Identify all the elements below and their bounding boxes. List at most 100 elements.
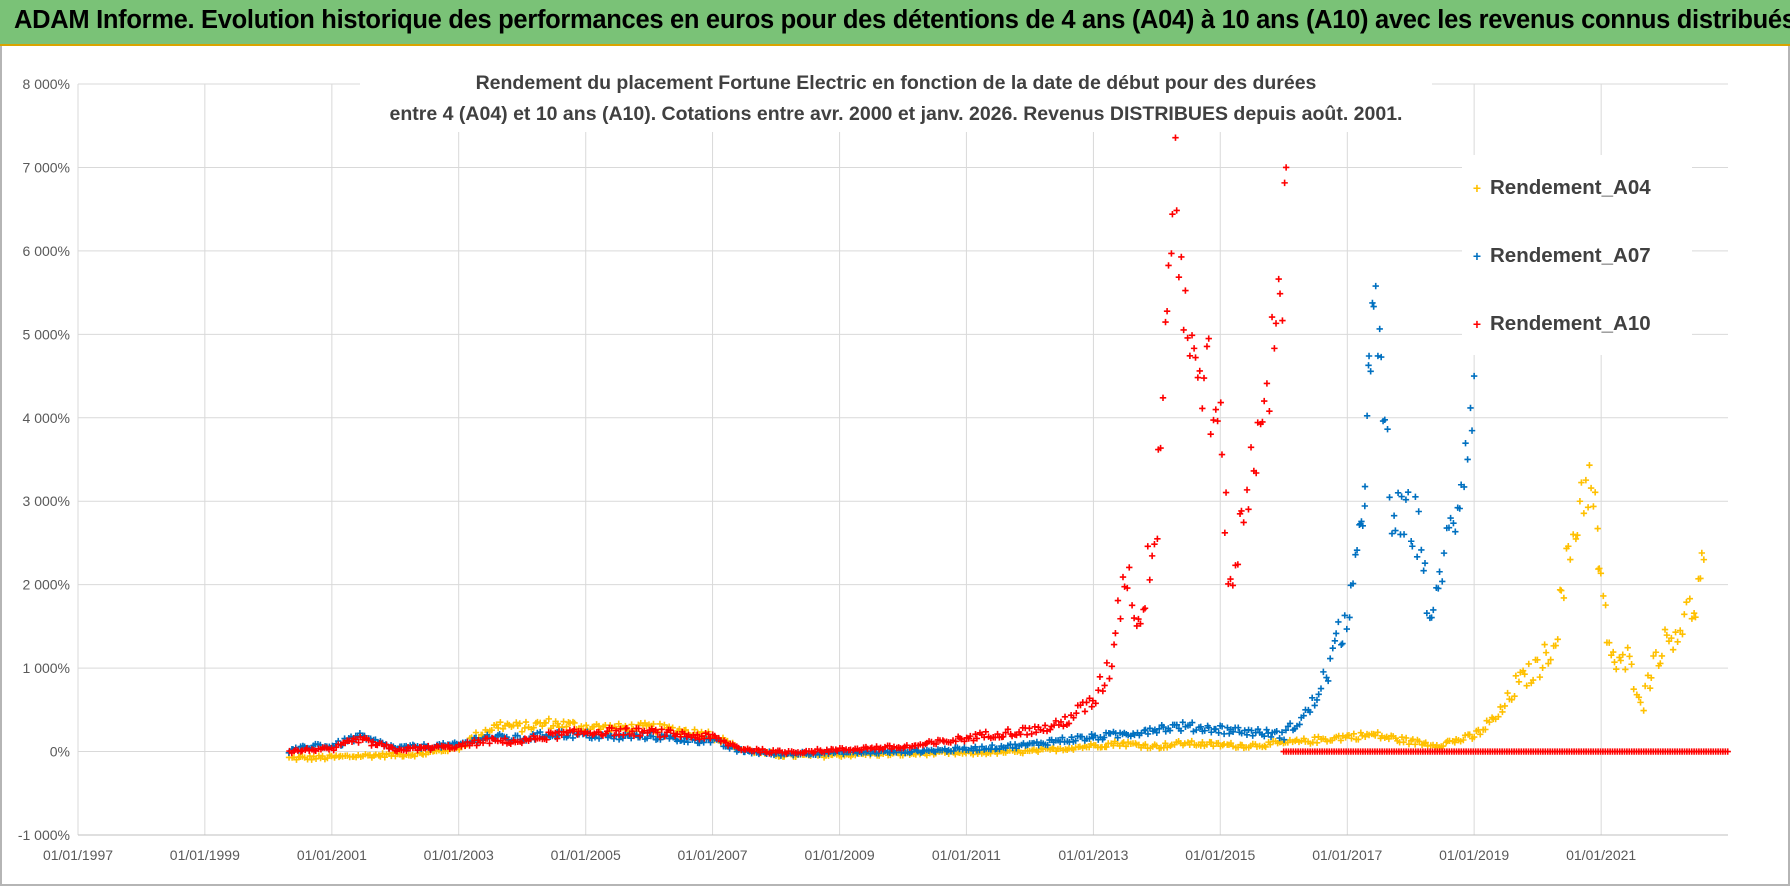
data-point bbox=[552, 729, 559, 737]
data-point bbox=[425, 742, 432, 750]
data-point bbox=[574, 731, 581, 738]
data-point bbox=[1248, 727, 1255, 734]
data-point bbox=[1626, 653, 1633, 660]
data-point bbox=[1384, 425, 1391, 433]
data-point bbox=[1188, 719, 1196, 726]
data-point bbox=[667, 726, 674, 734]
data-point bbox=[913, 746, 920, 754]
data-point bbox=[1587, 484, 1595, 492]
data-point bbox=[1215, 729, 1222, 736]
data-point bbox=[1467, 404, 1474, 412]
data-point bbox=[970, 737, 977, 744]
data-point bbox=[1343, 625, 1350, 633]
data-point bbox=[608, 724, 615, 732]
data-point bbox=[1162, 740, 1169, 747]
data-point bbox=[628, 727, 636, 735]
data-point bbox=[682, 726, 690, 734]
data-point bbox=[1567, 556, 1574, 563]
series-rendement-a04 bbox=[285, 462, 1708, 763]
data-point bbox=[1263, 726, 1270, 733]
data-point bbox=[1416, 738, 1423, 745]
data-point bbox=[1180, 326, 1187, 334]
data-point bbox=[1156, 725, 1163, 733]
data-point bbox=[1565, 543, 1572, 550]
legend-item-a04: + Rendement_A04 bbox=[1470, 173, 1651, 203]
data-point bbox=[1451, 739, 1458, 746]
data-point bbox=[1240, 519, 1247, 526]
data-point bbox=[571, 719, 578, 727]
data-point bbox=[1122, 743, 1130, 750]
data-point bbox=[630, 732, 638, 740]
data-point bbox=[1460, 483, 1468, 491]
data-point bbox=[1644, 672, 1652, 679]
data-point bbox=[1227, 575, 1234, 583]
data-point bbox=[1420, 567, 1427, 574]
data-point bbox=[1205, 335, 1212, 342]
data-point bbox=[1320, 668, 1327, 676]
data-point bbox=[1208, 729, 1215, 736]
data-point bbox=[1172, 134, 1179, 141]
data-point bbox=[1160, 723, 1167, 731]
data-point bbox=[1144, 730, 1152, 738]
data-point bbox=[1262, 743, 1269, 751]
data-point bbox=[1108, 663, 1116, 670]
data-point bbox=[1100, 734, 1108, 741]
data-point bbox=[1096, 673, 1104, 681]
data-point bbox=[656, 720, 664, 728]
data-point bbox=[1157, 444, 1164, 452]
data-point bbox=[1515, 678, 1523, 685]
data-point bbox=[1162, 318, 1169, 326]
data-point bbox=[1194, 374, 1202, 381]
data-point bbox=[1217, 399, 1224, 406]
data-point bbox=[1175, 273, 1183, 281]
data-point bbox=[1335, 618, 1342, 626]
data-point bbox=[1186, 352, 1194, 360]
data-point bbox=[1300, 712, 1307, 719]
data-point bbox=[352, 735, 360, 743]
data-point bbox=[1596, 565, 1603, 572]
data-point bbox=[1466, 731, 1473, 738]
data-point bbox=[1114, 734, 1121, 741]
data-point bbox=[1218, 451, 1226, 458]
data-point bbox=[348, 738, 356, 745]
data-point bbox=[1597, 570, 1605, 577]
data-point bbox=[1374, 729, 1381, 736]
data-point bbox=[513, 719, 520, 726]
data-point bbox=[1267, 733, 1275, 741]
data-point bbox=[1529, 676, 1537, 684]
data-point bbox=[486, 740, 493, 747]
data-point bbox=[1061, 713, 1069, 721]
data-point bbox=[507, 740, 514, 748]
data-point bbox=[1361, 483, 1369, 490]
data-point bbox=[1181, 740, 1188, 747]
data-point bbox=[1460, 736, 1467, 744]
data-point bbox=[1182, 287, 1189, 294]
data-point bbox=[1332, 630, 1340, 637]
legend-item-a07: + Rendement_A07 bbox=[1470, 241, 1651, 271]
data-point bbox=[1279, 317, 1286, 324]
data-point bbox=[1350, 730, 1358, 737]
data-point bbox=[1386, 494, 1393, 501]
data-point bbox=[1103, 659, 1111, 667]
data-point bbox=[1611, 658, 1618, 666]
data-point bbox=[1117, 615, 1124, 622]
data-point bbox=[1421, 559, 1429, 567]
data-point bbox=[1423, 610, 1431, 617]
data-point bbox=[1119, 573, 1127, 581]
data-point bbox=[702, 729, 709, 737]
data-point bbox=[1600, 592, 1607, 600]
data-point bbox=[1369, 299, 1376, 307]
data-point bbox=[1011, 741, 1019, 748]
y-tick-label: 7 000% bbox=[23, 159, 70, 175]
data-point bbox=[999, 733, 1007, 740]
data-point bbox=[571, 726, 578, 733]
data-point bbox=[550, 722, 557, 729]
data-point bbox=[1346, 614, 1353, 621]
data-point bbox=[1591, 489, 1599, 496]
data-point bbox=[1521, 670, 1528, 678]
data-point bbox=[1238, 507, 1245, 515]
data-point bbox=[365, 736, 372, 744]
data-point bbox=[1059, 734, 1066, 741]
data-point bbox=[1450, 519, 1457, 527]
data-point bbox=[1365, 352, 1373, 360]
